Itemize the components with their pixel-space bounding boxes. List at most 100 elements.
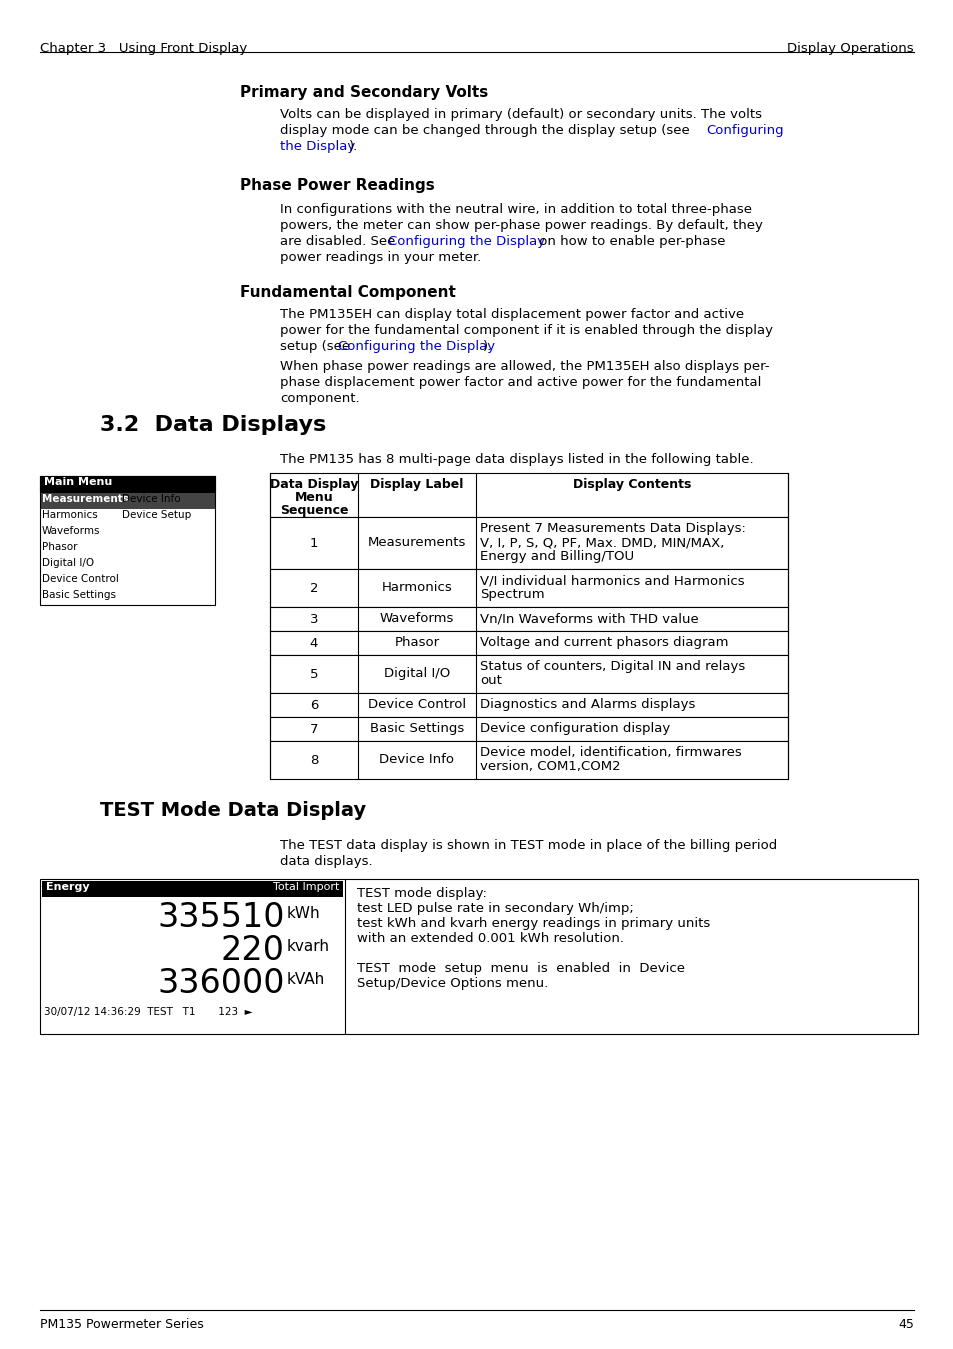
- Text: setup (see: setup (see: [280, 340, 354, 353]
- Text: Device Setup: Device Setup: [122, 510, 191, 519]
- Bar: [270, 631, 787, 656]
- Text: kWh: kWh: [287, 907, 320, 921]
- Text: data displays.: data displays.: [280, 855, 373, 867]
- Text: Measurements: Measurements: [42, 494, 129, 505]
- Text: The PM135 has 8 multi-page data displays listed in the following table.: The PM135 has 8 multi-page data displays…: [280, 453, 753, 465]
- Bar: [270, 473, 787, 517]
- Text: 336000: 336000: [157, 967, 285, 1000]
- Text: V/I individual harmonics and Harmonics: V/I individual harmonics and Harmonics: [479, 575, 744, 587]
- Text: Total Import: Total Import: [273, 882, 338, 892]
- Text: power for the fundamental component if it is enabled through the display: power for the fundamental component if i…: [280, 324, 772, 337]
- Text: 220: 220: [221, 934, 285, 967]
- Bar: [40, 476, 214, 604]
- Bar: [270, 656, 787, 693]
- Text: Status of counters, Digital IN and relays: Status of counters, Digital IN and relay…: [479, 660, 744, 673]
- Text: 8: 8: [310, 754, 318, 768]
- Text: Configuring the Display: Configuring the Display: [388, 235, 544, 248]
- Text: When phase power readings are allowed, the PM135EH also displays per-: When phase power readings are allowed, t…: [280, 360, 769, 374]
- Text: Configuring: Configuring: [705, 124, 782, 138]
- Text: display mode can be changed through the display setup (see: display mode can be changed through the …: [280, 124, 693, 138]
- Text: 45: 45: [897, 1318, 913, 1331]
- Text: Menu: Menu: [294, 491, 333, 505]
- Text: The PM135EH can display total displacement power factor and active: The PM135EH can display total displaceme…: [280, 308, 743, 321]
- Text: are disabled. See: are disabled. See: [280, 235, 399, 248]
- Text: TEST  mode  setup  menu  is  enabled  in  Device: TEST mode setup menu is enabled in Devic…: [356, 962, 684, 975]
- Bar: [42, 881, 343, 897]
- Text: 335510: 335510: [157, 901, 285, 934]
- Bar: [270, 693, 787, 718]
- Text: Harmonics: Harmonics: [42, 510, 97, 519]
- Text: on how to enable per-phase: on how to enable per-phase: [535, 235, 724, 248]
- Text: Primary and Secondary Volts: Primary and Secondary Volts: [240, 85, 488, 100]
- Text: test LED pulse rate in secondary Wh/imp;: test LED pulse rate in secondary Wh/imp;: [356, 902, 633, 915]
- Bar: [270, 607, 787, 631]
- Text: 4: 4: [310, 637, 318, 650]
- Text: 30/07/12 14:36:29  TEST   T1       123  ►: 30/07/12 14:36:29 TEST T1 123 ►: [44, 1006, 253, 1017]
- Bar: [270, 718, 787, 741]
- Text: 7: 7: [310, 723, 318, 737]
- Text: 2: 2: [310, 581, 318, 595]
- Text: Energy and Billing/TOU: Energy and Billing/TOU: [479, 550, 634, 563]
- Text: ).: ).: [482, 340, 492, 353]
- Bar: [270, 741, 787, 778]
- Text: Phasor: Phasor: [394, 635, 439, 649]
- Text: ).: ).: [349, 140, 358, 152]
- Text: Chapter 3   Using Front Display: Chapter 3 Using Front Display: [40, 42, 247, 55]
- Text: Spectrum: Spectrum: [479, 588, 544, 602]
- Text: kvarh: kvarh: [287, 939, 330, 954]
- Text: the Display: the Display: [280, 140, 355, 152]
- Text: Harmonics: Harmonics: [381, 581, 452, 594]
- Bar: [40, 476, 214, 492]
- Text: phase displacement power factor and active power for the fundamental: phase displacement power factor and acti…: [280, 376, 760, 389]
- Text: Device Info: Device Info: [379, 753, 454, 766]
- Text: Phase Power Readings: Phase Power Readings: [240, 178, 435, 193]
- Text: out: out: [479, 674, 501, 687]
- Text: The TEST data display is shown in TEST mode in place of the billing period: The TEST data display is shown in TEST m…: [280, 839, 777, 853]
- Text: Display Operations: Display Operations: [786, 42, 913, 55]
- Bar: [270, 517, 787, 569]
- Text: TEST Mode Data Display: TEST Mode Data Display: [100, 801, 366, 820]
- Text: powers, the meter can show per-phase power readings. By default, they: powers, the meter can show per-phase pow…: [280, 219, 762, 232]
- Text: Voltage and current phasors diagram: Voltage and current phasors diagram: [479, 635, 728, 649]
- Text: Data Display: Data Display: [270, 478, 358, 491]
- Text: Basic Settings: Basic Settings: [370, 722, 464, 735]
- Text: Basic Settings: Basic Settings: [42, 590, 116, 600]
- Text: Device Control: Device Control: [368, 697, 466, 711]
- Text: Device configuration display: Device configuration display: [479, 722, 670, 735]
- Text: Measurements: Measurements: [368, 536, 466, 549]
- Text: with an extended 0.001 kWh resolution.: with an extended 0.001 kWh resolution.: [356, 932, 623, 946]
- Text: V, I, P, S, Q, PF, Max. DMD, MIN/MAX,: V, I, P, S, Q, PF, Max. DMD, MIN/MAX,: [479, 536, 723, 549]
- Text: Waveforms: Waveforms: [379, 612, 454, 625]
- Bar: [270, 569, 787, 607]
- Text: In configurations with the neutral wire, in addition to total three-phase: In configurations with the neutral wire,…: [280, 202, 751, 216]
- Bar: [40, 880, 917, 1033]
- Text: Display Label: Display Label: [370, 478, 463, 491]
- Text: power readings in your meter.: power readings in your meter.: [280, 251, 480, 264]
- Text: Energy: Energy: [46, 882, 90, 892]
- Text: Sequence: Sequence: [279, 505, 348, 517]
- Text: test kWh and kvarh energy readings in primary units: test kWh and kvarh energy readings in pr…: [356, 917, 709, 929]
- Text: Digital I/O: Digital I/O: [42, 558, 94, 568]
- Text: Display Contents: Display Contents: [572, 478, 691, 491]
- Text: PM135 Powermeter Series: PM135 Powermeter Series: [40, 1318, 204, 1331]
- Text: Vn/In Waveforms with THD value: Vn/In Waveforms with THD value: [479, 612, 698, 625]
- Text: Device Info: Device Info: [122, 494, 180, 505]
- Text: version, COM1,COM2: version, COM1,COM2: [479, 759, 620, 773]
- Text: Diagnostics and Alarms displays: Diagnostics and Alarms displays: [479, 697, 695, 711]
- Bar: [40, 492, 214, 509]
- Text: Fundamental Component: Fundamental Component: [240, 285, 456, 299]
- Text: Present 7 Measurements Data Displays:: Present 7 Measurements Data Displays:: [479, 522, 745, 536]
- Text: Configuring the Display: Configuring the Display: [337, 340, 495, 353]
- Text: Waveforms: Waveforms: [42, 526, 100, 536]
- Text: component.: component.: [280, 393, 359, 405]
- Text: Main Menu: Main Menu: [44, 478, 112, 487]
- Text: Volts can be displayed in primary (default) or secondary units. The volts: Volts can be displayed in primary (defau…: [280, 108, 761, 121]
- Text: 3.2  Data Displays: 3.2 Data Displays: [100, 415, 326, 434]
- Text: 1: 1: [310, 537, 318, 550]
- Text: 5: 5: [310, 668, 318, 681]
- Text: Setup/Device Options menu.: Setup/Device Options menu.: [356, 977, 548, 990]
- Text: kVAh: kVAh: [287, 973, 325, 987]
- Text: TEST mode display:: TEST mode display:: [356, 888, 486, 900]
- Text: Digital I/O: Digital I/O: [383, 666, 450, 680]
- Text: 3: 3: [310, 612, 318, 626]
